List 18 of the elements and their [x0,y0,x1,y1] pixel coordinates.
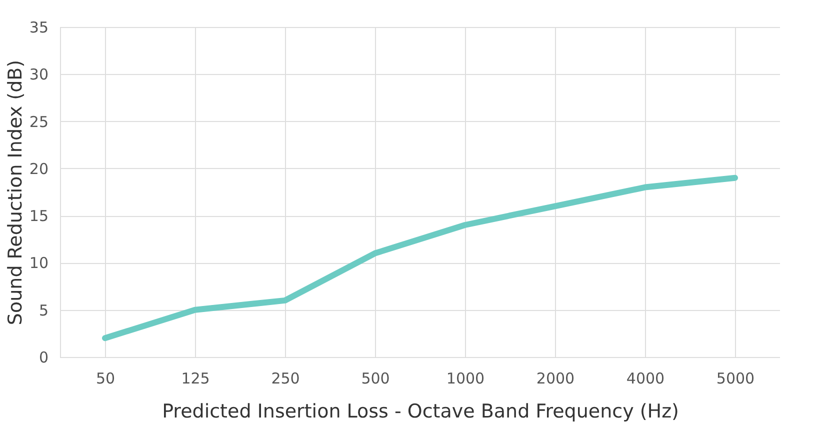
x-tick-label: 1000 [446,370,485,388]
x-axis-title: Predicted Insertion Loss - Octave Band Frequency (Hz) [162,400,679,422]
y-tick-label: 10 [29,254,48,272]
y-tick-label: 0 [38,348,48,366]
x-tick-label: 250 [271,370,300,388]
y-tick-label: 35 [29,18,48,36]
x-tick-label: 50 [96,370,116,388]
y-tick-label: 15 [29,207,48,226]
y-axis-title: Sound Reduction Index (dB) [4,60,26,326]
x-tick-label: 2000 [536,370,575,388]
y-tick-label: 25 [29,112,48,131]
y-tick-label: 30 [29,66,48,84]
x-tick-label: 5000 [716,370,755,388]
y-tick-label: 5 [38,301,48,320]
x-tick-label: 125 [181,370,210,388]
x-tick-label: 500 [361,370,390,388]
y-tick-label: 20 [29,160,48,178]
x-tick-label: 4000 [626,370,665,388]
